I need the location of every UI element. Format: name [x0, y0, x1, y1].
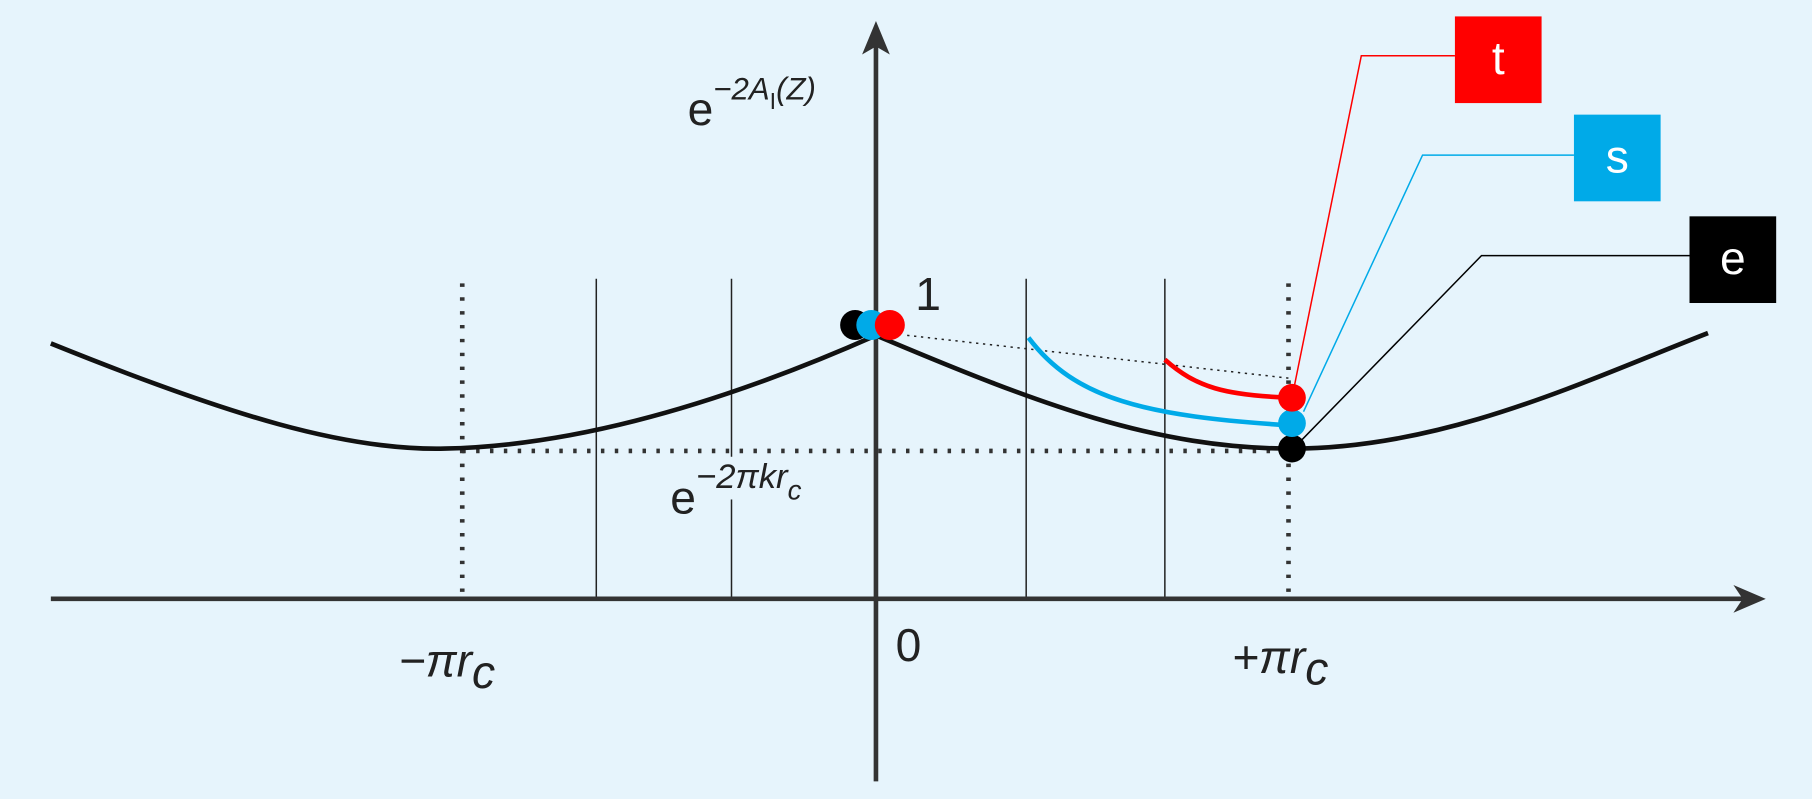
point — [1278, 383, 1306, 412]
legend-box — [1689, 216, 1777, 304]
legend-label: e — [1720, 232, 1746, 284]
s-curve — [1026, 336, 1293, 428]
legend-box — [1454, 16, 1542, 104]
markers: t s e — [840, 16, 1777, 463]
label-part: c — [1305, 642, 1328, 694]
dotted-connector — [907, 334, 1289, 379]
label-part: c — [788, 474, 802, 505]
legend-box — [1573, 114, 1661, 202]
y-min-label: e−2πkrc — [670, 458, 801, 523]
label-part: e — [670, 471, 696, 523]
label-part: +πr — [1232, 631, 1307, 683]
label-part: −2πkr — [696, 458, 789, 496]
point — [1278, 409, 1306, 438]
label-part: −2A — [713, 72, 769, 107]
label-part: I — [770, 88, 776, 114]
legend-label: t — [1492, 32, 1505, 84]
label-part: c — [472, 646, 495, 698]
t-curve — [1163, 357, 1293, 401]
y-axis-label: e−2AI(Z) — [688, 72, 816, 135]
x-label: 0 — [896, 619, 922, 671]
y-one-label: 1 — [915, 268, 941, 320]
point — [1278, 434, 1306, 463]
label-part: −πr — [399, 634, 474, 686]
leader-line — [1299, 254, 1690, 443]
leader-line — [1291, 54, 1455, 398]
x-label: +πrc — [1232, 631, 1328, 695]
x-label: −πrc — [399, 634, 495, 698]
label-part: (Z) — [776, 72, 816, 107]
leader-line — [1302, 154, 1574, 412]
x-axis-arrow — [1733, 584, 1766, 613]
grid-lines — [595, 278, 1166, 599]
label-part: e — [688, 83, 714, 135]
y-axis-arrow — [862, 21, 890, 55]
legend-label: s — [1606, 130, 1629, 182]
point — [874, 309, 905, 340]
